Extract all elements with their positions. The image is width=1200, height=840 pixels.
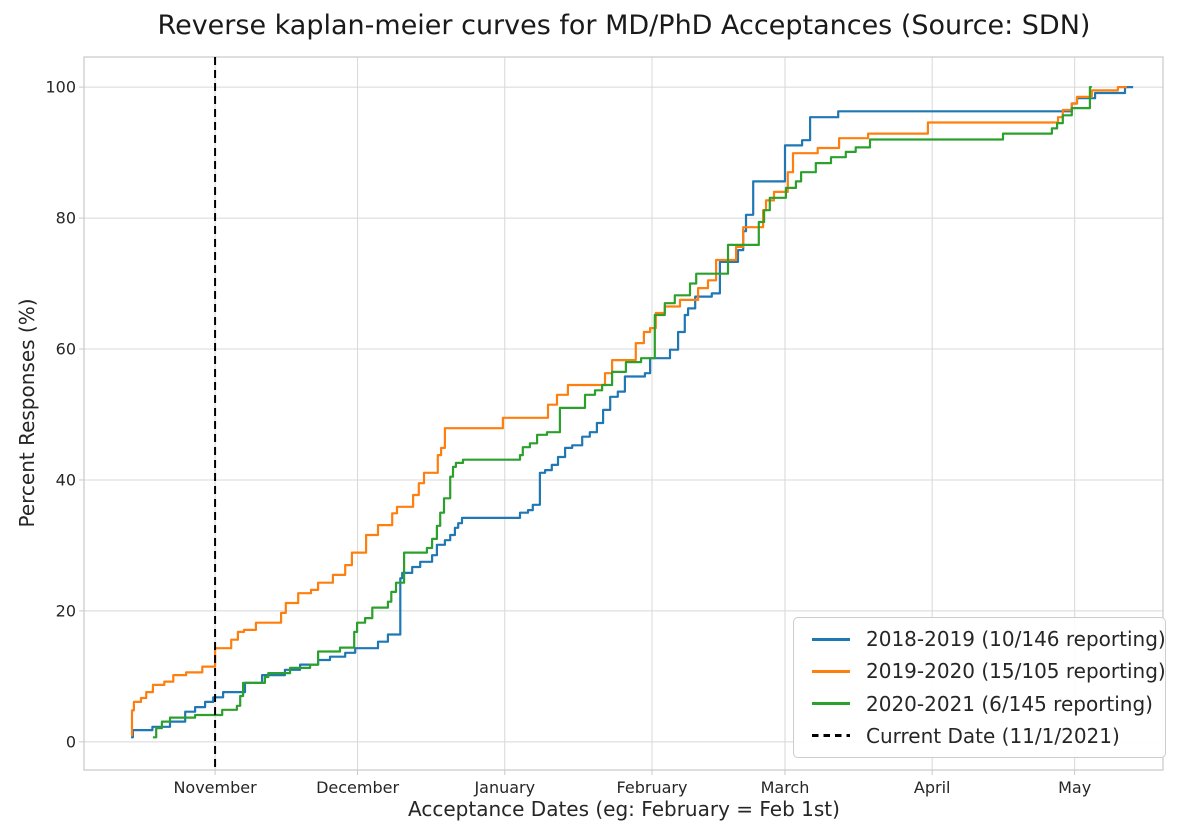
legend-line-orange-icon [812, 669, 850, 673]
y-tick-20: 20 [55, 601, 76, 621]
km-curve-2018-2019 [131, 86, 1134, 739]
legend-label: 2020-2021 (6/145 reporting) [866, 691, 1153, 716]
chart-title: Reverse kaplan-meier curves for MD/PhD A… [157, 10, 1091, 41]
x-tick-february: February [616, 778, 688, 797]
legend-row-current-date: Current Date (11/1/2021) [804, 721, 1161, 751]
legend-row-2018-2019: 2018-2019 (10/146 reporting) [804, 624, 1166, 654]
legend-dashed-line-icon [812, 734, 850, 738]
y-tick-60: 60 [55, 339, 76, 359]
legend: 2018-2019 (10/146 reporting) 2019-2020 (… [793, 617, 1166, 758]
y-tick-0: 0 [65, 732, 76, 752]
y-tick-100: 100 [45, 77, 76, 97]
plot-frame [83, 56, 1164, 771]
legend-label: Current Date (11/1/2021) [866, 723, 1120, 748]
x-tick-march: March [760, 778, 810, 797]
x-tick-january: January [474, 778, 536, 797]
y-axis-label: Percent Responses (%) [15, 298, 39, 528]
legend-label: 2019-2020 (15/105 reporting) [866, 659, 1166, 684]
legend-label: 2018-2019 (10/146 reporting) [866, 627, 1166, 652]
x-tick-december: December [316, 778, 400, 797]
y-tick-40: 40 [55, 470, 76, 490]
legend-line-green-icon [812, 702, 850, 706]
km-curve-2019-2020 [130, 86, 1127, 737]
y-tick-80: 80 [55, 208, 76, 228]
x-tick-may: May [1058, 778, 1092, 797]
x-tick-november: November [173, 778, 257, 797]
x-tick-april: April [913, 778, 951, 797]
km-curve-2020-2021 [152, 86, 1092, 739]
legend-row-2020-2021: 2020-2021 (6/145 reporting) [804, 689, 1161, 719]
legend-line-blue-icon [812, 637, 850, 641]
legend-row-2019-2020: 2019-2020 (15/105 reporting) [804, 656, 1166, 686]
x-axis-label: Acceptance Dates (eg: February = Feb 1st… [408, 797, 840, 821]
